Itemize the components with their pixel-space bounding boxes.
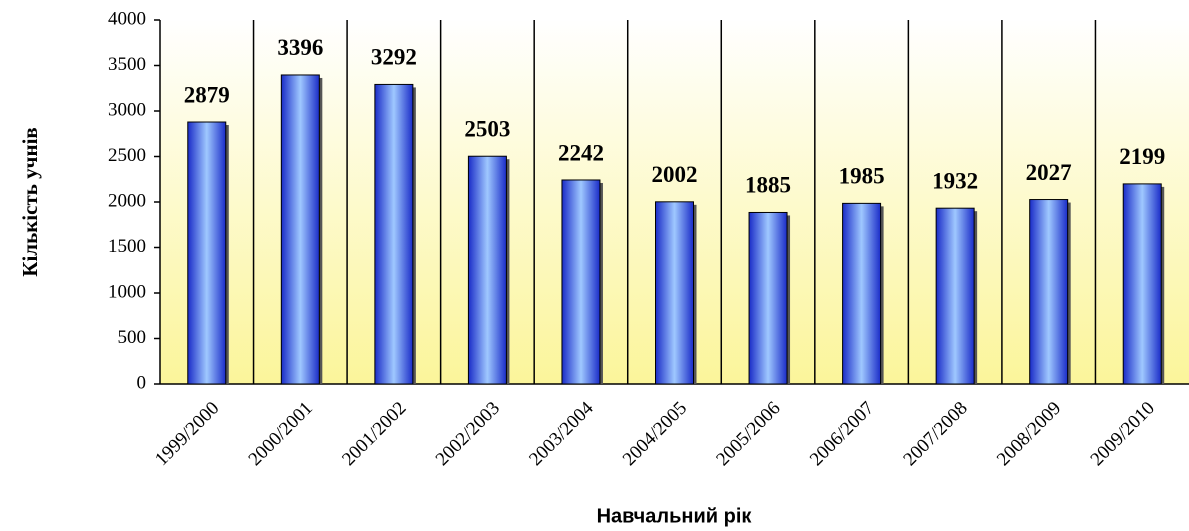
- bar: [842, 202, 882, 385]
- data-label: 2027: [1026, 160, 1072, 185]
- x-tick-label: 2003/2004: [525, 397, 598, 470]
- y-tick-label: 500: [118, 327, 147, 348]
- bar: [1029, 199, 1069, 385]
- x-tick-label: 2008/2009: [993, 398, 1065, 470]
- data-label: 2879: [184, 82, 230, 107]
- x-tick-label: 1999/2000: [151, 398, 223, 470]
- bar: [748, 211, 788, 385]
- y-tick-label: 1000: [108, 281, 146, 302]
- data-label: 2002: [652, 162, 698, 187]
- y-axis-title: Кількість учнів: [18, 127, 42, 277]
- y-tick-label: 0: [137, 372, 147, 393]
- x-tick-label: 2006/2007: [806, 398, 878, 470]
- x-tick-label: 2001/2002: [338, 398, 410, 470]
- bar: [187, 121, 227, 385]
- data-label: 2242: [558, 140, 604, 165]
- y-tick-label: 2500: [108, 145, 146, 166]
- data-label: 1932: [932, 168, 978, 193]
- x-tick-label: 2004/2005: [619, 398, 691, 470]
- bar: [280, 74, 320, 385]
- x-tick-label: 2009/2010: [1087, 398, 1159, 470]
- bar: [467, 155, 507, 385]
- data-label: 1985: [839, 164, 885, 189]
- y-tick-label: 3000: [108, 99, 146, 120]
- x-axis-title: Навчальний рік: [597, 505, 753, 527]
- y-tick-label: 4000: [108, 8, 146, 29]
- data-label: 2503: [464, 117, 510, 142]
- bar: [935, 207, 975, 385]
- data-label: 3292: [371, 45, 417, 70]
- y-tick-label: 1500: [108, 236, 146, 257]
- x-tick-label: 2007/2008: [899, 398, 971, 470]
- bar: [374, 83, 414, 385]
- data-label: 2199: [1119, 144, 1165, 169]
- data-label: 1885: [745, 173, 791, 198]
- bar: [1122, 183, 1162, 385]
- y-tick-label: 3500: [108, 54, 146, 75]
- bar: [655, 201, 694, 385]
- x-tick-label: 2002/2003: [432, 398, 504, 470]
- data-label: 3396: [277, 35, 323, 60]
- x-tick-label: 2005/2006: [712, 398, 784, 470]
- bar: [561, 179, 601, 385]
- y-tick-label: 2000: [108, 190, 146, 211]
- x-tick-label: 2000/2001: [245, 398, 317, 470]
